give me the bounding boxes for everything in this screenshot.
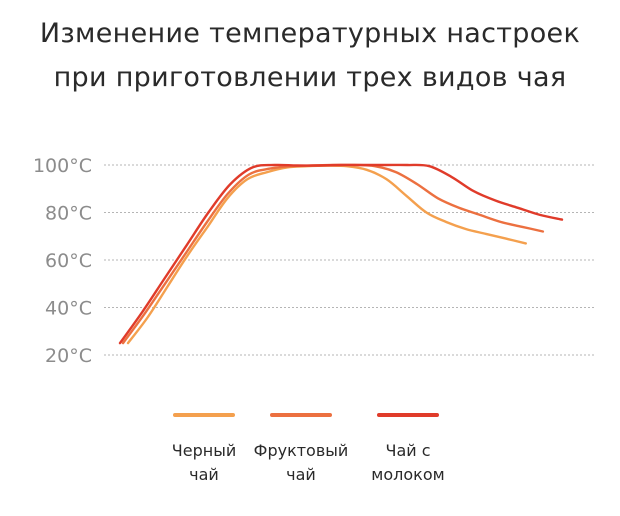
series-line-1 [126,164,527,345]
y-tick-label: 80°C [45,203,92,225]
y-axis-tick-labels: 100°C 80°C 60°C 40°C 20°C [33,155,92,367]
chart-title: Изменение температурных настроек при при… [0,12,620,100]
legend-swatch-milk-tea [377,413,439,417]
legend-label-milk-tea: Чай с молоком [371,441,445,484]
legend-item-black-tea: Черный чай [139,405,269,487]
legend-label-black-tea: Черный чай [171,441,237,484]
y-tick-label: 100°C [33,155,92,177]
chart-title-line-1: Изменение температурных настроек [39,18,581,49]
legend-item-fruit-tea: Фруктовый чай [236,405,366,487]
series-line-3 [118,163,564,345]
y-tick-label: 20°C [45,345,92,367]
series-line-2 [121,163,545,345]
legend-label-fruit-tea: Фруктовый чай [253,441,349,484]
series-lines [118,163,564,345]
legend-item-milk-tea: Чай с молоком [343,405,473,487]
legend-swatch-fruit-tea [270,413,332,417]
y-tick-label: 60°C [45,250,92,272]
y-tick-label: 40°C [45,298,92,320]
legend: Черный чай Фруктовый чай Чай с молоком [0,405,620,515]
legend-swatch-black-tea [173,413,235,417]
chart-title-line-2: при приготовлении трех видов чая [53,62,567,93]
